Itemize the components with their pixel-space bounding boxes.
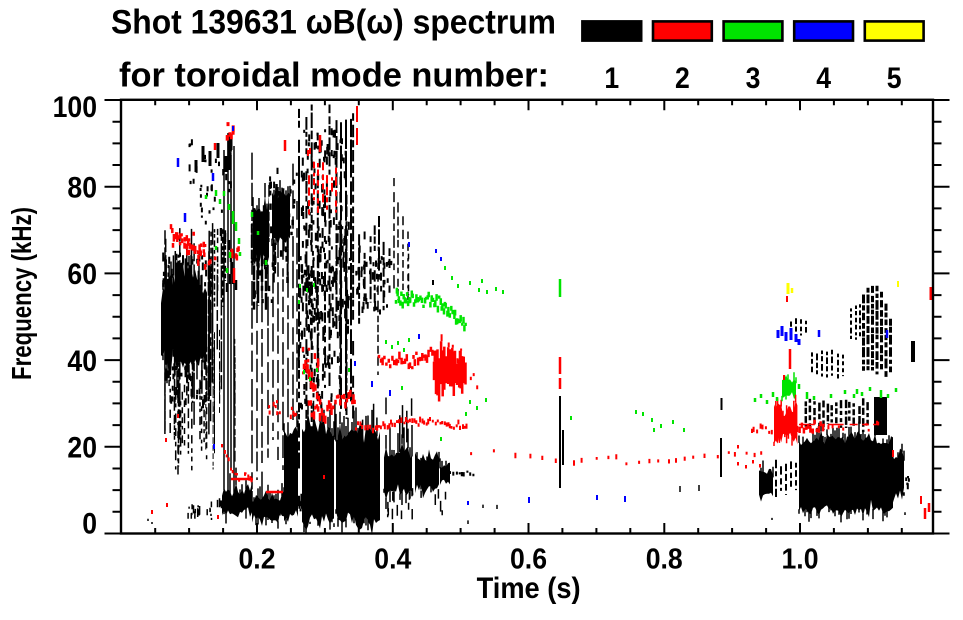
svg-text:1.0: 1.0 [782,544,819,576]
svg-text:100: 100 [53,91,97,124]
svg-text:for toroidal mode number:: for toroidal mode number: [119,57,549,95]
svg-text:60: 60 [67,258,97,291]
svg-text:20: 20 [67,432,97,465]
svg-text:Frequency (kHz): Frequency (kHz) [6,207,37,380]
svg-text:0.4: 0.4 [374,544,411,576]
svg-text:1: 1 [604,62,619,95]
svg-text:0: 0 [82,508,97,541]
svg-text:40: 40 [67,345,97,378]
svg-text:5: 5 [887,62,902,95]
svg-text:2: 2 [675,62,690,95]
svg-text:Time (s): Time (s) [477,572,581,605]
svg-text:Shot 139631 ωB(ω) spectrum: Shot 139631 ωB(ω) spectrum [111,3,556,41]
svg-text:4: 4 [816,62,831,95]
svg-text:80: 80 [67,172,97,205]
svg-text:0.6: 0.6 [510,544,547,576]
svg-text:3: 3 [746,62,761,95]
svg-text:0.8: 0.8 [646,544,683,576]
svg-text:0.2: 0.2 [239,544,276,576]
